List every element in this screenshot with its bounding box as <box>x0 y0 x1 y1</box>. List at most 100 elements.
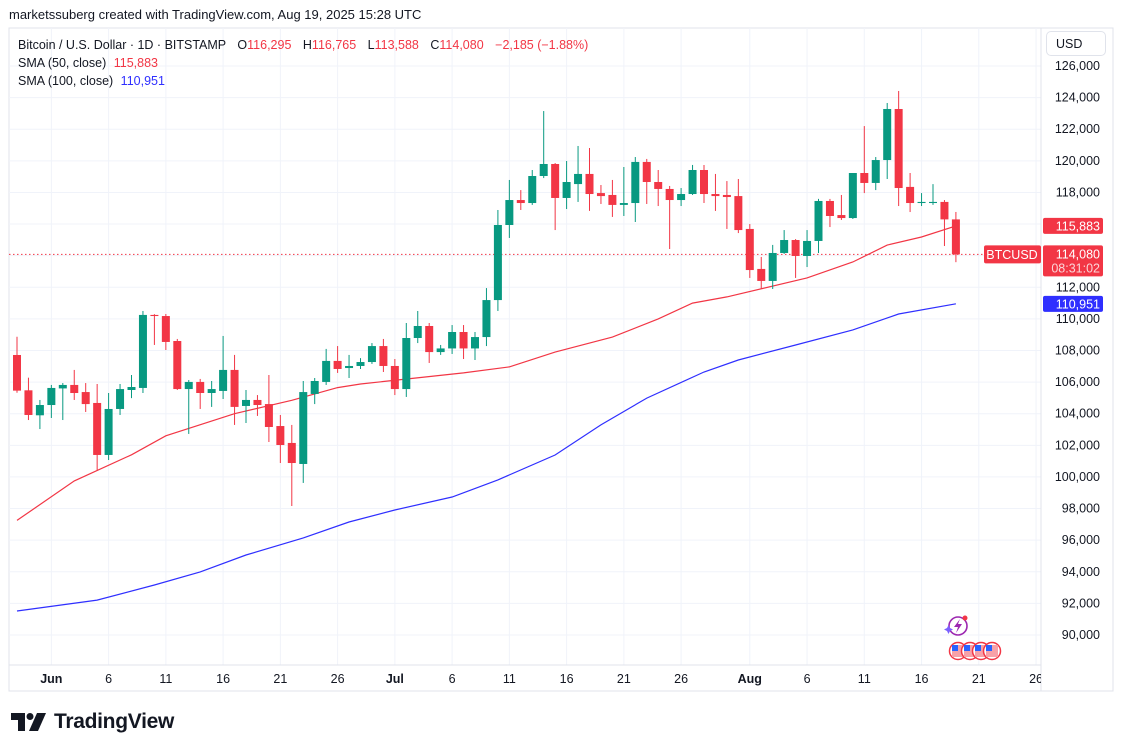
sma100-value: 110,951 <box>120 74 165 88</box>
events-icons[interactable] <box>944 615 1002 661</box>
candle-body <box>940 201 949 220</box>
candle <box>745 224 754 278</box>
y-tick-label: 92,000 <box>1062 596 1100 610</box>
last-price-label: 114,080 <box>1056 247 1100 261</box>
currency-button[interactable]: USD <box>1046 31 1106 56</box>
candle-body <box>299 392 308 464</box>
candles <box>9 90 985 507</box>
candle <box>631 157 640 222</box>
candle-body <box>367 346 376 363</box>
candle-body <box>837 215 846 219</box>
candle-body <box>24 390 33 415</box>
candle-body <box>848 172 857 219</box>
candle <box>929 184 937 205</box>
us-flag-icon[interactable] <box>982 641 1002 661</box>
candle-body <box>390 365 399 390</box>
y-tick-label: 106,000 <box>1055 375 1100 389</box>
x-tick-label: Jun <box>40 672 62 686</box>
candle-body <box>58 384 67 389</box>
legend: Bitcoin / U.S. Dollar · 1D · BITSTAMP O1… <box>18 36 588 90</box>
candle <box>562 160 571 210</box>
candle <box>871 157 880 191</box>
chart-frame <box>8 27 1114 692</box>
sma50-label: SMA (50, close) <box>18 56 107 70</box>
sma100-legend[interactable]: SMA (100, close) 110,951 <box>18 72 588 90</box>
candle <box>81 383 90 412</box>
candle <box>413 310 422 344</box>
candle <box>574 145 583 202</box>
us-economic-events[interactable] <box>948 641 1002 661</box>
candle <box>848 172 857 219</box>
flag-canton <box>975 645 981 651</box>
candle-body <box>596 193 605 197</box>
candle <box>665 185 674 250</box>
candle <box>619 166 628 216</box>
tradingview-wordmark: TradingView <box>54 710 175 733</box>
candle <box>688 164 697 195</box>
candle <box>184 380 193 434</box>
candle-body <box>70 384 79 394</box>
lightning-event-icon[interactable] <box>944 615 968 636</box>
open-value: 116,295 <box>247 38 292 52</box>
candle-body <box>81 392 90 405</box>
candle <box>219 335 228 400</box>
candle <box>310 377 319 405</box>
flag-canton <box>964 645 970 651</box>
x-tick-label: 16 <box>915 672 929 686</box>
candle-body <box>13 354 21 391</box>
candle <box>276 414 285 464</box>
y-tick-label: 126,000 <box>1055 59 1100 73</box>
candle <box>367 343 376 364</box>
candle-body <box>150 314 159 317</box>
tradingview-logo-icon <box>11 713 46 731</box>
symbol-legend: Bitcoin / U.S. Dollar · 1D · BITSTAMP O1… <box>18 36 588 54</box>
candle-body <box>493 224 502 301</box>
close-label: C <box>430 38 440 52</box>
sma100-layer <box>16 303 957 612</box>
candle-body <box>791 240 800 256</box>
candle-body <box>585 173 594 195</box>
candle <box>35 399 44 430</box>
candle <box>768 244 777 290</box>
close-value: 114,080 <box>439 38 484 52</box>
candle-body <box>471 337 479 349</box>
candle <box>104 393 113 461</box>
bar-countdown: 08:31:02 <box>1051 261 1100 275</box>
candle-body <box>825 200 834 216</box>
candle-body <box>516 200 525 204</box>
candle <box>436 344 445 355</box>
candle-body <box>551 163 560 198</box>
x-tick-label: 26 <box>331 672 345 686</box>
candle <box>837 194 846 220</box>
candle <box>711 173 720 211</box>
y-tick-label: 104,000 <box>1055 407 1100 421</box>
candle-body <box>745 228 754 271</box>
candle <box>161 313 170 351</box>
candle-body <box>93 402 102 455</box>
price-axis[interactable]: 90,000 92,000 94,000 96,000 98,000 100,000 102… <box>1055 59 1100 642</box>
candle <box>528 169 537 205</box>
candle-body <box>333 360 342 369</box>
tradingview-logo[interactable]: TradingView <box>11 710 174 734</box>
x-tick-label: 6 <box>105 672 112 686</box>
y-tick-label: 94,000 <box>1062 565 1100 579</box>
candle-body <box>219 369 228 391</box>
candle-body <box>161 316 170 342</box>
candle <box>138 310 147 394</box>
time-axis[interactable]: Jun 6 11 16 21 26 Jul 6 11 16 21 26 Aug 6 11 16 21 26 <box>40 672 1043 686</box>
candle <box>322 348 331 385</box>
y-tick-label: 112,000 <box>1056 280 1100 294</box>
candle-body <box>734 196 743 231</box>
sma50-legend[interactable]: SMA (50, close) 115,883 <box>18 54 588 72</box>
candle <box>116 383 125 415</box>
candle-body <box>264 404 273 427</box>
candle-body <box>917 201 926 204</box>
candle <box>516 190 525 210</box>
x-tick-label: 16 <box>216 672 230 686</box>
candle-body <box>436 348 445 353</box>
y-tick-label: 90,000 <box>1062 628 1100 642</box>
candle <box>93 383 102 471</box>
candle-body <box>230 369 239 407</box>
y-tick-label: 108,000 <box>1055 343 1100 357</box>
